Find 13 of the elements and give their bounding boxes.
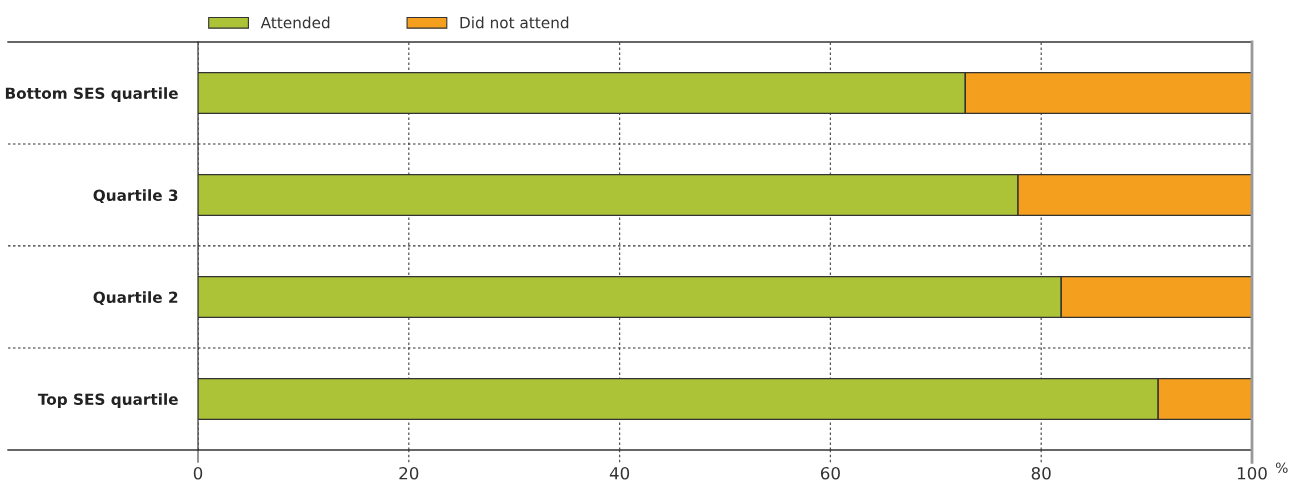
x-tick-label: 80 [1031, 466, 1051, 480]
y-tick-label: Quartile 3 [93, 189, 178, 204]
x-axis-title: % [1275, 462, 1288, 473]
y-tick-label: Quartile 2 [93, 291, 178, 306]
y-tick-label: Top SES quartile [37, 393, 178, 408]
legend-label: Did not attend [460, 16, 569, 29]
x-tick-label: 0 [193, 466, 203, 480]
x-tick-label: 60 [820, 466, 840, 480]
y-tick-label: Bottom SES quartile [5, 87, 178, 102]
x-tick-label: 40 [609, 466, 630, 480]
x-tick-label: 100 [1237, 466, 1267, 480]
legend-label: Attended [260, 16, 330, 29]
x-tick-label: 20 [399, 466, 419, 480]
